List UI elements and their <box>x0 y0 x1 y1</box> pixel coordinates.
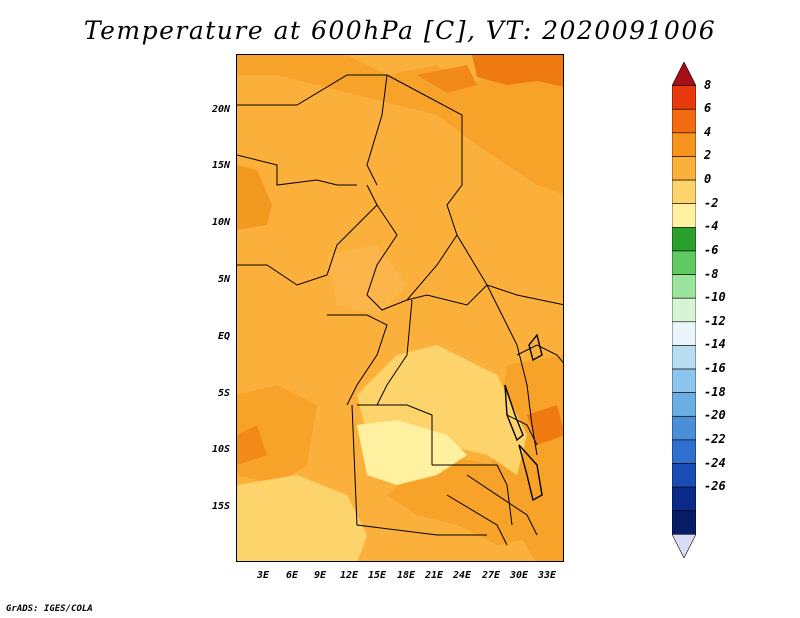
colorbar-level-label: -8 <box>704 266 719 281</box>
lat-label: 5S <box>217 388 230 399</box>
lon-label: 27E <box>481 570 501 581</box>
colorbar-swatch <box>672 392 696 417</box>
colorbar-swatch <box>672 415 696 441</box>
colorbar <box>672 62 696 558</box>
colorbar-level-label: 0 <box>704 172 712 187</box>
colorbar-swatch <box>672 156 696 181</box>
colorbar-swatch <box>672 85 696 110</box>
colorbar-swatch <box>672 534 696 558</box>
lon-label: 33E <box>537 570 557 581</box>
lon-label: 9E <box>313 570 327 581</box>
lat-label: 5N <box>217 274 230 285</box>
colorbar-level-label: 6 <box>704 101 712 116</box>
lon-label: 24E <box>452 570 472 581</box>
field-warm-patch-1 <box>417 65 477 93</box>
field-hot-east <box>527 405 563 445</box>
lat-label: 20N <box>211 104 230 115</box>
colorbar-level-label: -14 <box>704 337 726 352</box>
colorbar-level-label: -26 <box>704 479 726 494</box>
lon-label: 30E <box>509 570 529 581</box>
colorbar-level-label: -2 <box>704 195 719 210</box>
colorbar-swatch <box>672 486 696 512</box>
temperature-map <box>236 54 564 562</box>
colorbar-level-label: -20 <box>704 408 726 423</box>
lake-outlines <box>504 333 543 502</box>
colorbar-level-label: -6 <box>704 242 719 257</box>
colorbar-level-label: -18 <box>704 384 726 399</box>
country-borders <box>237 74 563 546</box>
colorbar-level-label: 4 <box>704 124 712 139</box>
lon-label: 3E <box>256 570 270 581</box>
field-warm-north <box>237 55 563 195</box>
colorbar-level-label: -12 <box>704 313 726 328</box>
colorbar-swatch <box>672 510 696 535</box>
colorbar-swatch <box>672 132 696 157</box>
lon-label: 6E <box>285 570 299 581</box>
lat-label: 10S <box>211 444 230 455</box>
colorbar-swatch <box>672 274 696 299</box>
grads-credit: GrADS: IGES/COLA <box>6 604 93 614</box>
lon-label: 21E <box>424 570 444 581</box>
colorbar-level-label: 2 <box>704 148 712 163</box>
field-hot-north <box>472 55 563 87</box>
colorbar-swatch <box>672 108 696 134</box>
lat-label: 15N <box>211 160 230 171</box>
lon-label: 18E <box>396 570 416 581</box>
lon-label: 12E <box>339 570 359 581</box>
colorbar-level-label: 8 <box>704 77 712 92</box>
colorbar-swatch <box>672 179 696 205</box>
colorbar-swatch <box>672 368 696 393</box>
colorbar-level-label: -10 <box>704 290 726 305</box>
colorbar-swatch <box>672 463 696 488</box>
field-warm-west <box>237 165 272 230</box>
colorbar-level-label: -22 <box>704 431 726 446</box>
temperature-field <box>237 55 563 561</box>
field-cool-southwest <box>237 475 367 561</box>
colorbar-level-label: -16 <box>704 361 726 376</box>
lat-label: 10N <box>211 217 230 228</box>
field-warm-sw-core <box>237 425 267 465</box>
colorbar-swatch <box>672 203 696 228</box>
lon-label: 15E <box>367 570 387 581</box>
lat-label: 15S <box>211 501 230 512</box>
lat-label: EQ <box>217 331 230 342</box>
map-title: Temperature at 600hPa [C], VT: 202009100… <box>83 16 717 45</box>
colorbar-swatch <box>672 321 696 346</box>
colorbar-swatch <box>672 297 696 323</box>
field-warm-sw <box>237 385 317 485</box>
field-cool-patch <box>327 245 407 315</box>
colorbar-swatch <box>672 227 696 252</box>
colorbar-level-label: -4 <box>704 219 719 234</box>
field-coolest-central <box>357 420 467 485</box>
colorbar-swatch <box>672 250 696 275</box>
colorbar-swatch <box>672 439 696 464</box>
colorbar-swatch <box>672 345 696 370</box>
colorbar-level-label: -24 <box>704 455 726 470</box>
colorbar-swatch <box>672 62 696 86</box>
